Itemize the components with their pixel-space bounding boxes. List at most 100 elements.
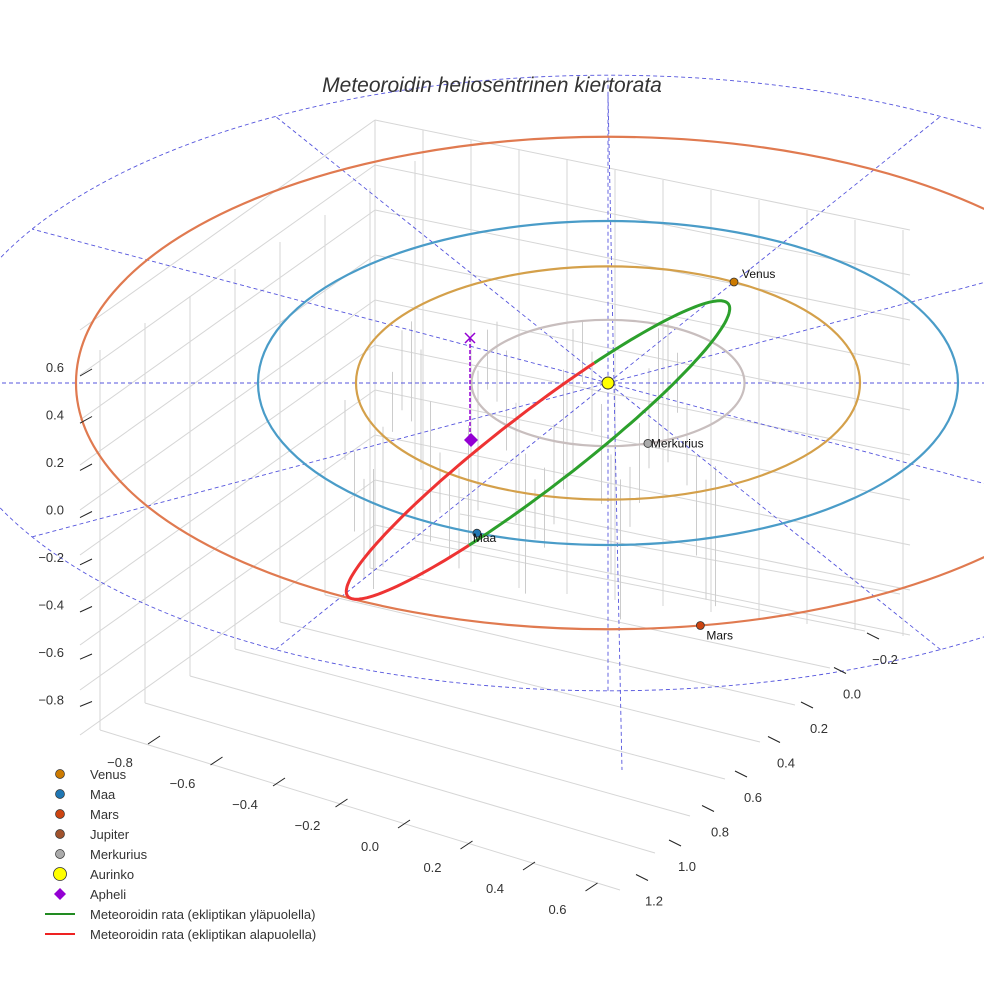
y-tick-label: 1.0 (678, 859, 696, 874)
grid-line (79, 299, 376, 511)
legend-circle-icon (38, 788, 82, 800)
axis-ticks: 0.6 0.4 0.2 0.0 −0.2 −0.4 −0.6 −0.8 −0.8 −0.6 −0.4… (38, 360, 898, 917)
y-tick-label: 0.4 (777, 756, 795, 771)
x-tick-mark (147, 735, 161, 745)
legend-circle-icon (38, 768, 82, 780)
bodies: Venus Maa Mars Merkurius (472, 267, 775, 642)
grid-line (79, 389, 376, 601)
x-tick-mark (460, 840, 473, 850)
legend-circle-icon (38, 808, 82, 820)
venus-label: Venus (742, 267, 775, 281)
z-tick-mark (79, 701, 93, 707)
venus-orbit (354, 265, 862, 501)
aphelion-projection-x-icon (464, 332, 476, 344)
x-tick-label: −0.2 (295, 818, 321, 833)
legend-line-icon (38, 931, 82, 937)
legend-item: Mars (38, 804, 316, 824)
z-tick-label: 0.6 (46, 360, 64, 375)
x-tick-label: −0.4 (232, 797, 258, 812)
outer-guide-ellipse (0, 74, 984, 692)
z-tick-label: −0.6 (38, 645, 64, 660)
y-tick-label: 1.2 (645, 894, 663, 909)
legend-circle-icon (38, 828, 82, 840)
z-tick-mark (79, 558, 93, 566)
grid-line (459, 513, 901, 595)
radial-guide-line (275, 116, 941, 650)
planet-orbits (75, 135, 984, 631)
x-tick-label: −0.8 (107, 755, 133, 770)
y-tick-mark (734, 770, 748, 778)
legend-label: Apheli (90, 886, 127, 902)
z-tick-mark (79, 653, 93, 660)
z-tick-label: −0.4 (38, 598, 64, 613)
z-tick-label: 0.0 (46, 503, 64, 518)
z-tick-mark (79, 511, 93, 519)
y-tick-mark (800, 701, 814, 709)
radial-guide-line (275, 116, 941, 650)
grid-line (374, 434, 911, 546)
y-tick-label: 0.0 (843, 687, 861, 702)
z-tick-mark (79, 606, 93, 613)
x-tick-mark (210, 756, 223, 766)
merkurius-marker (643, 439, 653, 448)
grid-line (374, 524, 911, 636)
x-tick-label: −0.6 (170, 776, 196, 791)
grid-line (79, 254, 376, 466)
legend-item: Meteoroidin rata (ekliptikan yläpuolella… (38, 904, 316, 924)
grid-line (79, 344, 376, 556)
x-tick-label: 0.4 (486, 881, 504, 896)
meteoroid-orbit-above (468, 299, 732, 547)
grid-line (79, 119, 376, 331)
grid-line (324, 594, 796, 706)
y-tick-mark (767, 736, 781, 743)
legend-label: Aurinko (90, 866, 135, 882)
grid-line (79, 164, 376, 376)
meteoroid-orbit-below (344, 361, 596, 601)
legend-label: Merkurius (90, 846, 148, 862)
aphelion-marker (464, 433, 478, 447)
grid-line (374, 119, 911, 231)
chart-title: Meteoroidin heliosentrinen kiertorata (322, 74, 662, 97)
z-tick-label: 0.2 (46, 455, 64, 470)
sun-marker (601, 376, 615, 390)
y-tick-label: 0.2 (810, 721, 828, 736)
legend-item: Jupiter (38, 824, 316, 844)
legend-label: Jupiter (90, 826, 130, 842)
legend-circle-large-icon (38, 866, 82, 882)
grid-line (79, 479, 376, 691)
grid-line (374, 164, 911, 276)
z-tick-mark (79, 463, 93, 471)
legend-item: Apheli (38, 884, 316, 904)
mars-label: Mars (706, 628, 733, 642)
grid-line (374, 254, 911, 366)
merkurius-orbit (470, 318, 746, 448)
grid-line (189, 675, 691, 817)
y-tick-mark (668, 839, 682, 847)
x-tick-label: 0.6 (548, 902, 566, 917)
x-tick-label: 0.2 (423, 860, 441, 875)
mars-orbit (75, 135, 984, 631)
maa-label: Maa (473, 531, 497, 545)
vertical-guide-line (607, 94, 623, 771)
z-tick-mark (79, 416, 93, 424)
legend: Venus Maa Mars Jupiter Merkurius Aurinko Aphel… (38, 764, 316, 944)
grid-line (374, 479, 911, 591)
maa-orbit (256, 219, 960, 547)
legend-label: Venus (90, 766, 127, 782)
y-tick-mark (701, 805, 715, 812)
grid-line (79, 209, 376, 421)
grid-line (374, 209, 911, 321)
legend-item: Meteoroidin rata (ekliptikan alapuolella… (38, 924, 316, 944)
y-tick-mark (866, 632, 880, 640)
legend-label: Meteoroidin rata (ekliptikan alapuolella… (90, 926, 317, 942)
grid-line (279, 621, 761, 743)
merkurius-label: Merkurius (651, 436, 704, 450)
y-tick-mark (833, 667, 847, 674)
x-tick-mark (272, 777, 286, 787)
ecliptic-guide-lines (0, 74, 984, 771)
meteoroid-orbit (344, 299, 732, 601)
legend-item: Maa (38, 784, 316, 804)
maa-marker (472, 528, 482, 538)
legend-label: Mars (90, 806, 119, 822)
